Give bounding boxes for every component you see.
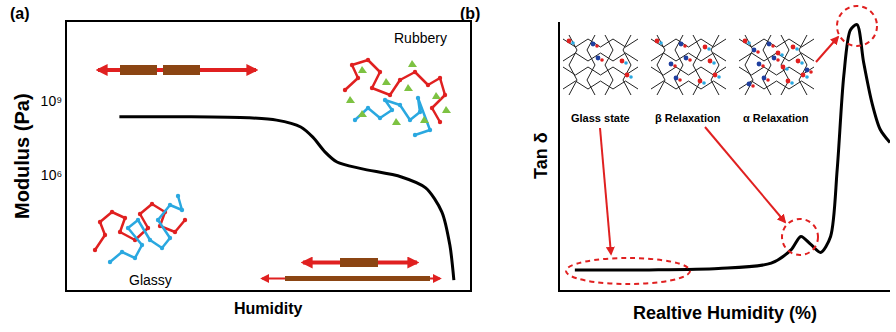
svg-text:α Relaxation: α Relaxation: [743, 112, 809, 124]
svg-text:(a): (a): [10, 5, 30, 22]
svg-text:10⁹: 10⁹: [41, 93, 63, 109]
svg-text:10⁶: 10⁶: [41, 167, 62, 183]
svg-text:Rubbery: Rubbery: [394, 30, 447, 46]
svg-text:Glassy: Glassy: [129, 272, 172, 288]
svg-text:(b): (b): [460, 5, 480, 22]
svg-text:Tan δ: Tan δ: [531, 132, 551, 179]
svg-text:Glass state: Glass state: [571, 112, 630, 124]
svg-text:β Relaxation: β Relaxation: [655, 112, 721, 124]
svg-text:Realtive Humidity (%): Realtive Humidity (%): [633, 303, 817, 323]
svg-text:Modulus (Pa): Modulus (Pa): [11, 93, 33, 219]
svg-text:Humidity: Humidity: [234, 300, 303, 317]
